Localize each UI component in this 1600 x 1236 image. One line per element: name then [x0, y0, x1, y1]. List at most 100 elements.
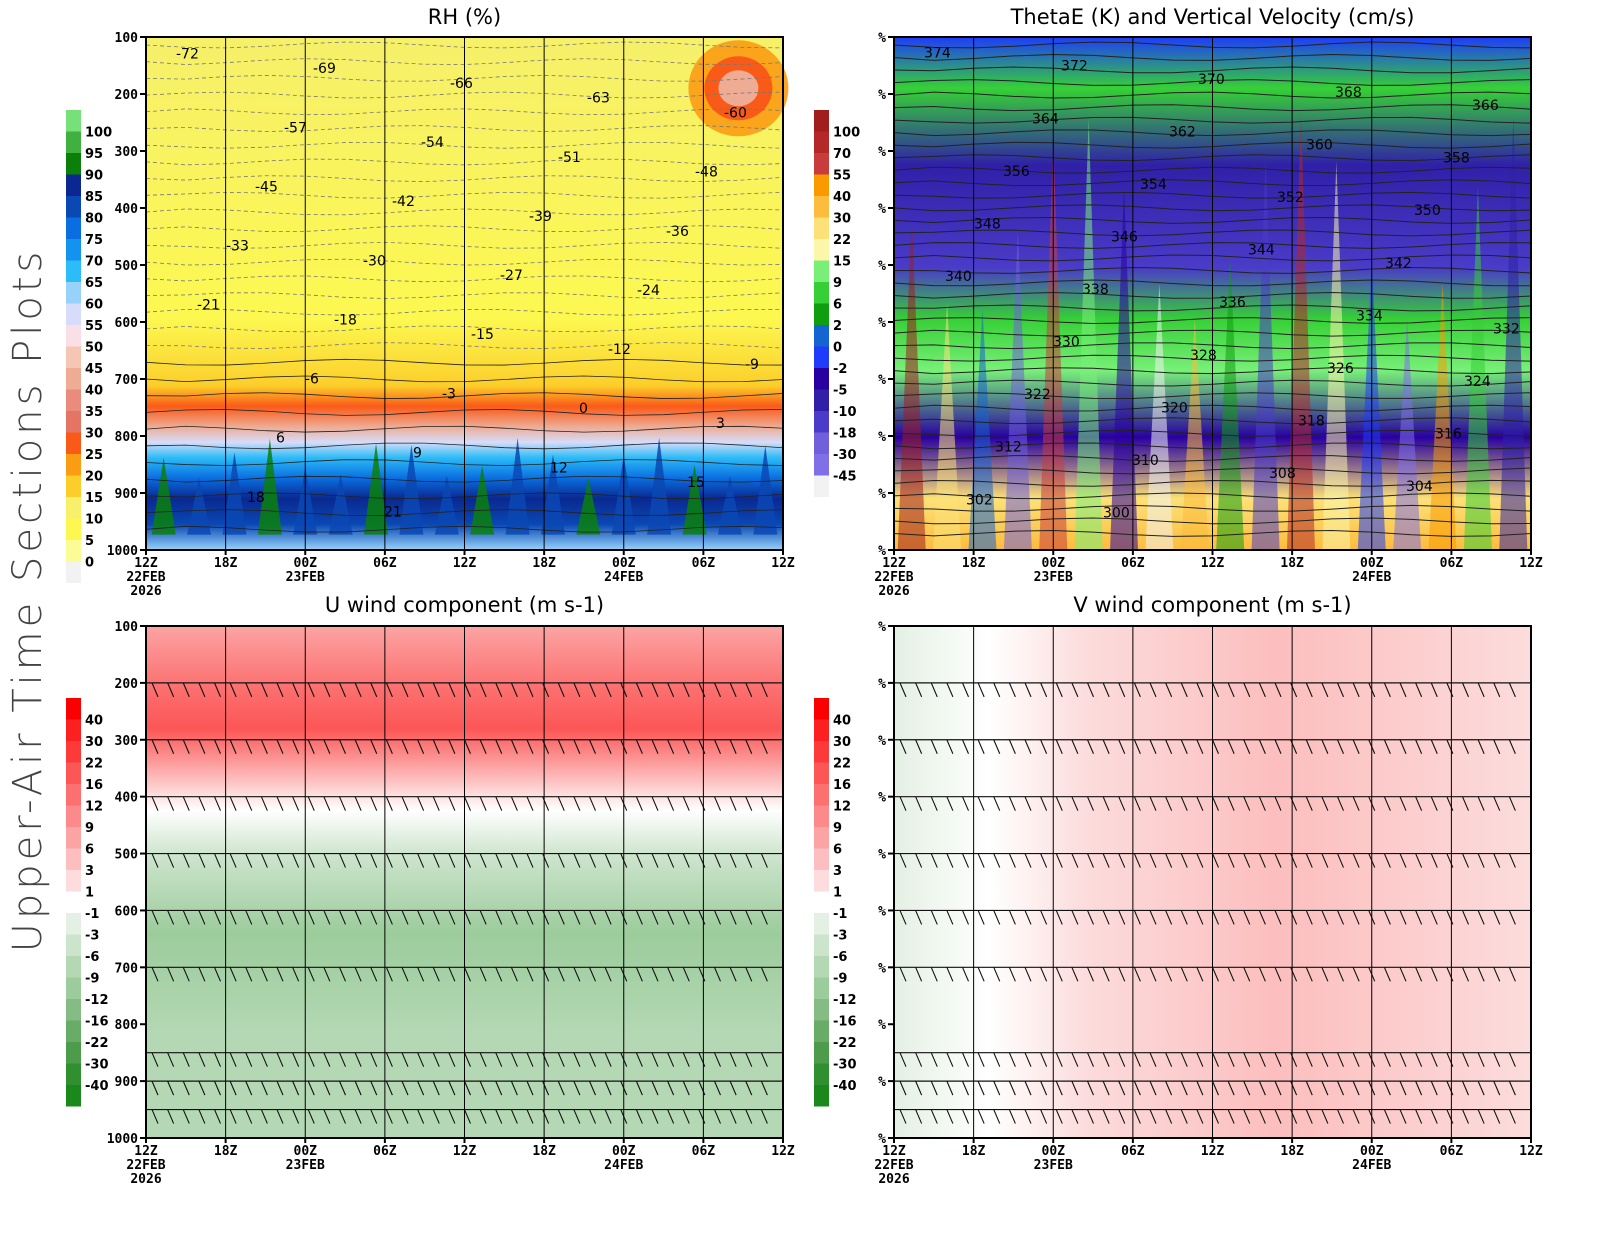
wind-barb	[1430, 1109, 1438, 1124]
fill-region	[328, 474, 353, 535]
wind-barb	[1383, 739, 1391, 754]
wind-barb	[1165, 1109, 1173, 1124]
contour-label: -69	[313, 61, 336, 77]
wind-barb	[432, 1109, 440, 1124]
wind-barb	[229, 1109, 237, 1124]
wind-barb	[1086, 1052, 1095, 1067]
wind-barb	[510, 1109, 518, 1124]
contour-label: 312	[995, 440, 1022, 456]
colorbar-swatch	[66, 131, 81, 153]
wind-barb	[651, 910, 659, 925]
colorbar-label: -10	[833, 405, 857, 420]
wind-barb	[1086, 967, 1095, 982]
wind-barb	[930, 910, 938, 925]
colorbar-label: -40	[85, 1079, 109, 1094]
wind-barb	[167, 796, 175, 811]
wind-barb	[1430, 853, 1438, 868]
wind-barb	[1399, 967, 1407, 982]
wind-barb	[1196, 682, 1204, 698]
wind-barb	[667, 853, 675, 868]
wind-barb	[526, 739, 534, 754]
wind-barb	[385, 853, 393, 868]
wind-barb	[432, 967, 440, 982]
wind-barb	[1196, 1052, 1204, 1067]
wind-barb	[292, 796, 300, 811]
wind-barb	[1243, 910, 1251, 925]
colorbar-swatch	[814, 999, 829, 1021]
wind-barb	[417, 682, 425, 698]
wind-barb	[1008, 1109, 1016, 1124]
wind-barb	[1149, 682, 1157, 698]
colorbar-swatch	[814, 260, 829, 282]
colorbar-swatch	[814, 1042, 829, 1064]
wind-barb	[1461, 1109, 1470, 1124]
panel-title: RH (%)	[428, 5, 501, 29]
wind-barb	[401, 1080, 409, 1096]
wind-barb	[151, 1052, 159, 1067]
colorbar-swatch	[66, 870, 81, 892]
wind-barb	[915, 796, 923, 811]
colorbar-label: 70	[85, 255, 103, 270]
wind-barb	[479, 1052, 487, 1067]
wind-barb	[1040, 853, 1048, 868]
wind-barb	[1180, 796, 1188, 811]
contour-label: 370	[1198, 72, 1225, 88]
wind-barb	[167, 853, 175, 868]
wind-barb	[1383, 853, 1391, 868]
wind-barb	[1149, 1109, 1157, 1124]
wind-barb	[1227, 682, 1235, 698]
wind-barb	[760, 853, 768, 868]
wind-barb	[977, 682, 985, 698]
panel-title: ThetaE (K) and Vertical Velocity (cm/s)	[1010, 5, 1415, 29]
colorbar-swatch	[66, 475, 81, 497]
wind-barb	[1352, 1080, 1360, 1096]
contour-label: -48	[695, 165, 718, 181]
wind-barb	[667, 682, 675, 698]
wind-barb	[1430, 1052, 1438, 1067]
colorbar-swatch	[66, 411, 81, 433]
date-label: 24FEB	[604, 1158, 643, 1173]
wind-barb	[604, 682, 612, 698]
wind-barb	[729, 739, 737, 754]
wind-barb	[946, 1080, 954, 1096]
wind-barb	[432, 910, 440, 925]
wind-barb	[385, 967, 393, 982]
wind-barb	[899, 853, 907, 868]
contour-label: -57	[284, 120, 307, 136]
wind-barb	[463, 910, 472, 925]
y-tick-label: %	[878, 791, 886, 806]
wind-barb	[385, 739, 393, 754]
wind-barb	[463, 1109, 472, 1124]
wind-barb	[635, 796, 643, 811]
x-tick-label: 12Z	[453, 1144, 477, 1159]
wind-barb	[338, 1080, 347, 1096]
colorbar-label: -3	[833, 929, 847, 944]
fill-region	[1393, 318, 1422, 550]
wind-barb	[1180, 1052, 1188, 1067]
x-tick-label: 00Z	[1042, 1144, 1066, 1159]
wind-barb	[385, 1109, 393, 1124]
wind-barb	[1274, 796, 1282, 811]
colorbar-swatch	[814, 368, 829, 390]
wind-barb	[1180, 682, 1188, 698]
x-tick-label: 06Z	[692, 1144, 716, 1159]
wind-barb	[307, 796, 315, 811]
wind-barb	[635, 1080, 643, 1096]
wind-barb	[479, 967, 487, 982]
wind-barb	[1415, 682, 1423, 698]
wind-barb	[1227, 1109, 1235, 1124]
wind-barb	[1305, 910, 1313, 925]
wind-barb	[915, 682, 923, 698]
wind-barb	[213, 967, 222, 982]
colorbar-swatch	[66, 282, 81, 304]
wind-barb	[213, 796, 222, 811]
contour-label: 324	[1464, 374, 1491, 390]
x-tick-label: 18Z	[1280, 1144, 1304, 1159]
wind-barb	[276, 910, 284, 925]
wind-barb	[713, 1080, 722, 1096]
date-label: 2026	[130, 584, 161, 599]
wind-barb	[151, 739, 159, 754]
y-tick-label: %	[878, 904, 886, 919]
wind-barb	[323, 1052, 331, 1067]
colorbar-label: 6	[833, 843, 842, 858]
